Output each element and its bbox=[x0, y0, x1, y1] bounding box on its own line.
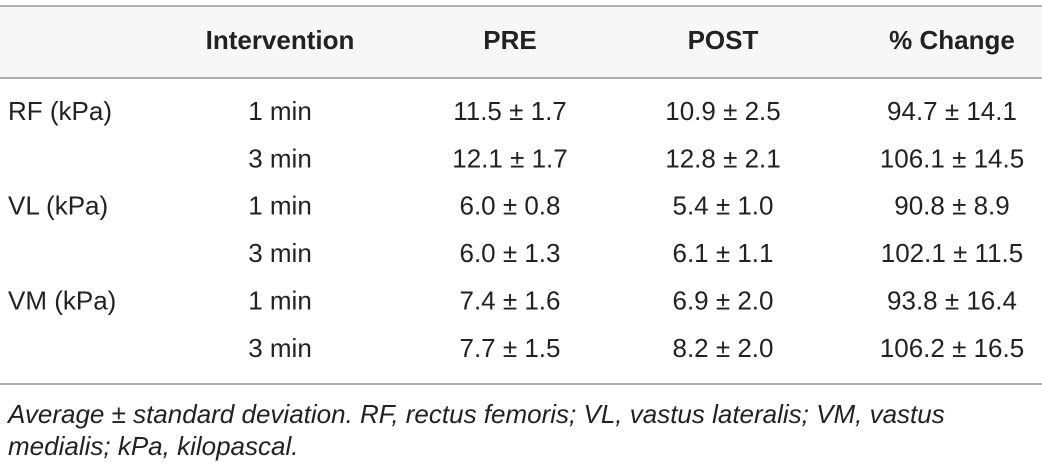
cell: 7.4 ± 1.6 bbox=[459, 285, 560, 315]
cell: 6.9 ± 2.0 bbox=[672, 285, 773, 315]
cell: 93.8 ± 16.4 bbox=[887, 285, 1017, 315]
cell: 106.2 ± 16.5 bbox=[880, 333, 1024, 363]
cell: 6.0 ± 1.3 bbox=[459, 238, 560, 268]
cell: 1 min bbox=[248, 285, 312, 315]
cell: 3 min bbox=[248, 333, 312, 363]
header-cell: Intervention bbox=[206, 25, 355, 55]
row-label: VL (kPa) bbox=[8, 191, 108, 221]
cell: 3 min bbox=[248, 238, 312, 268]
cell: 12.1 ± 1.7 bbox=[452, 143, 567, 173]
cell: 102.1 ± 11.5 bbox=[881, 238, 1023, 268]
cell: 5.4 ± 1.0 bbox=[672, 191, 773, 221]
row-label: RF (kPa) bbox=[8, 96, 112, 126]
cell: 106.1 ± 14.5 bbox=[880, 143, 1024, 173]
cell: 8.2 ± 2.0 bbox=[672, 333, 773, 363]
cell: 3 min bbox=[248, 143, 312, 173]
cell: 94.7 ± 14.1 bbox=[887, 96, 1017, 126]
row-label: VM (kPa) bbox=[8, 285, 116, 315]
cell: 12.8 ± 2.1 bbox=[665, 143, 780, 173]
cell: 90.8 ± 8.9 bbox=[894, 191, 1009, 221]
cell: 6.0 ± 0.8 bbox=[459, 191, 560, 221]
footnote: Average ± standard deviation. RF, rectus… bbox=[8, 399, 945, 461]
cell: 11.5 ± 1.7 bbox=[453, 96, 567, 126]
header-background bbox=[0, 6, 1042, 78]
cell: 1 min bbox=[248, 96, 312, 126]
cell: 1 min bbox=[248, 191, 312, 221]
header-cell: POST bbox=[688, 25, 759, 55]
cell: 10.9 ± 2.5 bbox=[665, 96, 780, 126]
cell: 6.1 ± 1.1 bbox=[672, 238, 773, 268]
header-cell: PRE bbox=[483, 25, 536, 55]
cell: 7.7 ± 1.5 bbox=[459, 333, 560, 363]
header-cell: % Change bbox=[889, 25, 1015, 55]
